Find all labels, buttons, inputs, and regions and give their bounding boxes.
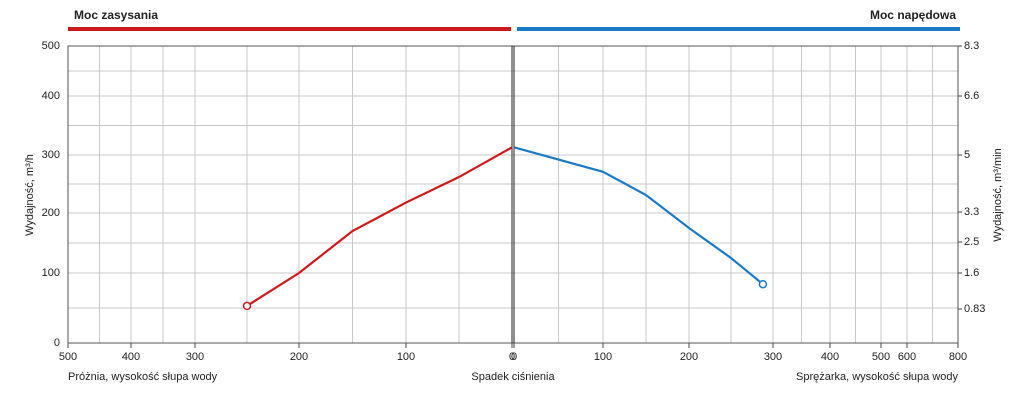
y2-tick-label: 5 <box>964 149 970 161</box>
y2-tick-label: 6.6 <box>964 90 979 102</box>
x-tick-label: 500 <box>59 351 77 363</box>
x-tick-label: 800 <box>949 351 967 363</box>
y2-tick-label: 2.5 <box>964 236 979 248</box>
x-tick-label: 300 <box>764 351 782 363</box>
y-tick-label: 500 <box>42 40 60 52</box>
x-tick-label: 300 <box>186 351 204 363</box>
x-tick-label: 100 <box>397 351 415 363</box>
x-tick-label: 200 <box>680 351 698 363</box>
x-tick-label: 200 <box>290 351 308 363</box>
x-tick-label: 600 <box>898 351 916 363</box>
y2-tick-label: 3.3 <box>964 206 979 218</box>
left-title: Moc zasysania <box>74 8 158 22</box>
x-tick-label: 0 <box>511 351 517 363</box>
plot-frame <box>67 45 959 344</box>
y2-tick-label: 8.3 <box>964 40 979 52</box>
curve <box>246 146 513 307</box>
x-tick-label: 400 <box>821 351 839 363</box>
y2-tick-label: 1.6 <box>964 267 979 279</box>
x-tick-label: 500 <box>872 351 890 363</box>
y-axis-label: Wydajność, m³/h <box>24 154 36 236</box>
right-x-label: Sprężarka, wysokość słupa wody <box>796 371 959 383</box>
y2-axis-label: Wydajność, m³/min <box>992 148 1004 241</box>
y-tick-label: 400 <box>42 90 60 102</box>
end-marker <box>242 301 252 311</box>
end-marker <box>758 279 768 289</box>
y-tick-label: 0 <box>54 337 60 349</box>
left-x-label: Próżnia, wysokość słupa wody <box>68 371 218 383</box>
curve <box>513 146 764 286</box>
y-tick-label: 100 <box>42 267 60 279</box>
x-tick-label: 400 <box>122 351 140 363</box>
x-tick-label: 100 <box>594 351 612 363</box>
right-title: Moc napędowa <box>870 8 956 22</box>
x-tick-label: 0 <box>509 351 515 363</box>
y-tick-label: 200 <box>42 207 60 219</box>
center-label: Spadek ciśnienia <box>471 371 555 383</box>
y-tick-label: 300 <box>42 149 60 161</box>
y2-tick-label: 0.83 <box>964 303 985 315</box>
